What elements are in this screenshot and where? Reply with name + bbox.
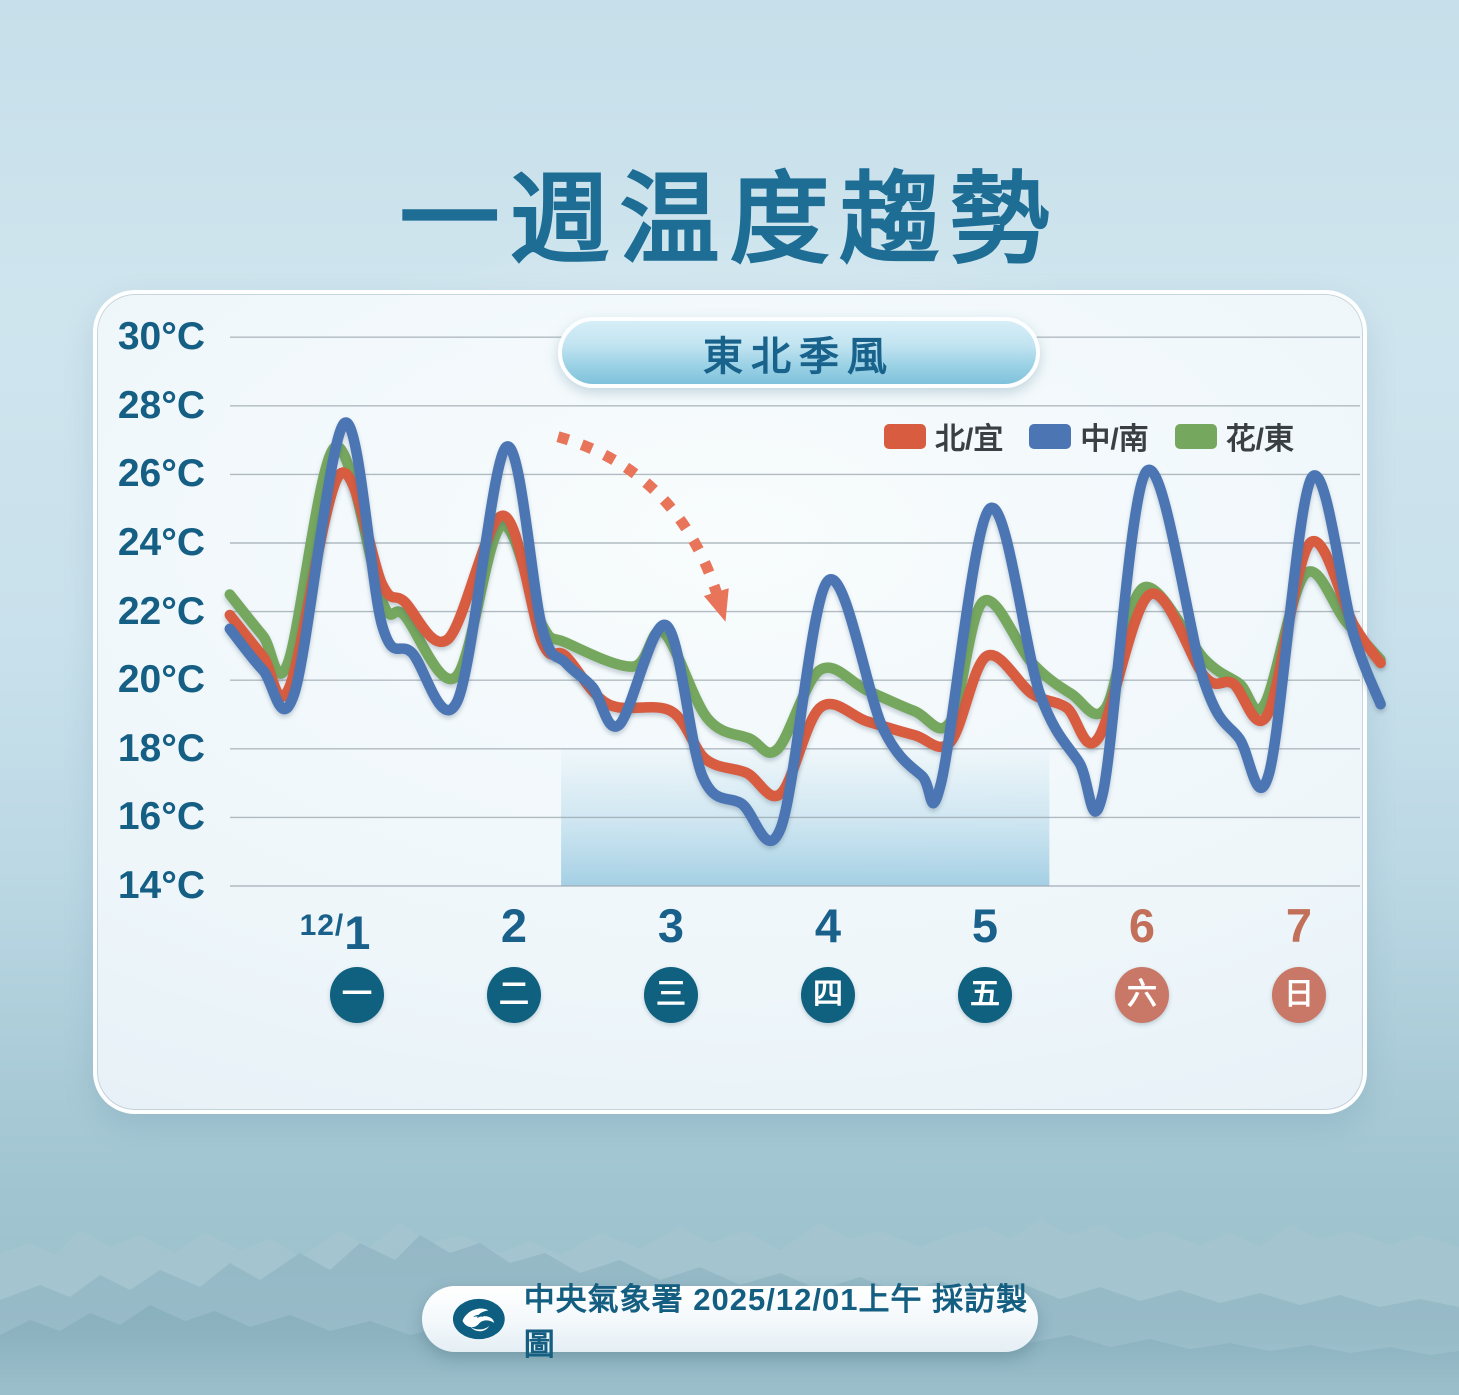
y-axis-label: 30°C — [117, 315, 205, 359]
x-axis-date-label: 4 — [814, 899, 842, 952]
cwa-logo-icon — [452, 1298, 505, 1340]
y-axis-label: 24°C — [117, 521, 205, 564]
x-axis-date-label: 5 — [971, 899, 999, 952]
x-axis-date-label: 3 — [657, 899, 685, 952]
weekday-circle-四: 四 — [801, 967, 855, 1023]
weekday-circle-日: 日 — [1272, 967, 1326, 1023]
legend-label-central-south: 中/南 — [1080, 423, 1149, 456]
legend-item-north: 北/宜 — [884, 414, 1003, 458]
weekday-circle-一: 一 — [330, 967, 384, 1023]
legend-item-east: 花/東 — [1174, 414, 1295, 458]
footer-credit-text: 中央氣象署 2025/12/01上午 採訪製圖 — [523, 1282, 1029, 1362]
y-axis-label: 22°C — [117, 589, 205, 633]
legend-swatch-east — [1174, 423, 1217, 449]
monsoon-badge: 東北季風 — [558, 317, 1040, 388]
y-axis-label: 18°C — [117, 726, 205, 770]
weekday-circle-三: 三 — [644, 967, 698, 1023]
legend-label-north: 北/宜 — [935, 423, 1004, 456]
y-axis-label: 20°C — [117, 658, 205, 702]
x-axis-date-label: 7 — [1285, 899, 1313, 952]
y-axis-label: 26°C — [117, 452, 205, 496]
legend: 北/宜 中/南 花/東 — [884, 414, 1294, 458]
page-title: 一週温度趨勢 — [399, 164, 1060, 276]
x-axis-date-label: 6 — [1128, 899, 1156, 952]
legend-swatch-north — [884, 423, 926, 449]
weekday-circle-六: 六 — [1115, 967, 1169, 1023]
month-prefix: 12/ — [299, 909, 345, 942]
legend-label-east: 花/東 — [1225, 423, 1295, 456]
footer-credit-pill: 中央氣象署 2025/12/01上午 採訪製圖 — [422, 1282, 1038, 1362]
weekday-circle-五: 五 — [958, 967, 1012, 1023]
weekday-circle-二: 二 — [487, 967, 541, 1023]
y-axis-label: 16°C — [117, 795, 205, 839]
x-axis-date-label: 2 — [500, 899, 528, 952]
y-axis-label: 28°C — [117, 383, 205, 427]
x-axis-date-label: 12/1 — [299, 906, 371, 959]
legend-swatch-central-south — [1029, 423, 1072, 449]
y-axis: 30°C 28°C 26°C 24°C 22°C 20°C 18°C 16°C 14°C — [85, 0, 205, 1395]
legend-item-central-south: 中/南 — [1029, 414, 1149, 458]
y-axis-label: 14°C — [117, 864, 205, 907]
